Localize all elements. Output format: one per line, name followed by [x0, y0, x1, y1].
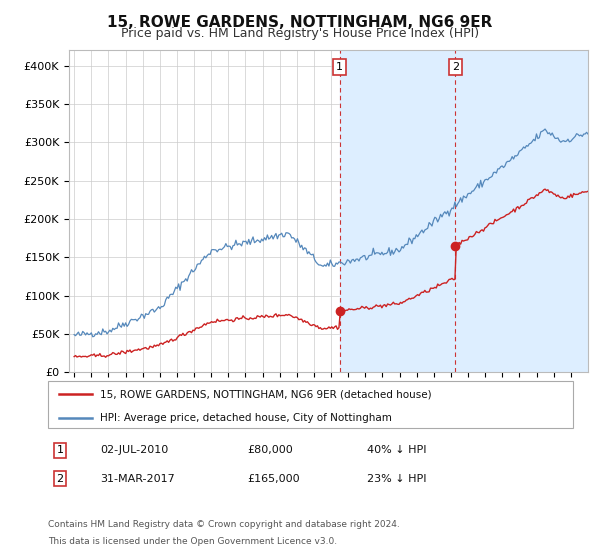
- Bar: [340, 50, 455, 372]
- Text: 31-MAR-2017: 31-MAR-2017: [100, 474, 175, 484]
- Text: £80,000: £80,000: [247, 445, 293, 455]
- Text: 15, ROWE GARDENS, NOTTINGHAM, NG6 9ER (detached house): 15, ROWE GARDENS, NOTTINGHAM, NG6 9ER (d…: [100, 389, 431, 399]
- Text: 2: 2: [56, 474, 64, 484]
- Text: 40% ↓ HPI: 40% ↓ HPI: [367, 445, 427, 455]
- Text: 1: 1: [336, 62, 343, 72]
- Text: 02-JUL-2010: 02-JUL-2010: [100, 445, 169, 455]
- Text: £165,000: £165,000: [247, 474, 300, 484]
- Text: Price paid vs. HM Land Registry's House Price Index (HPI): Price paid vs. HM Land Registry's House …: [121, 27, 479, 40]
- Text: Contains HM Land Registry data © Crown copyright and database right 2024.: Contains HM Land Registry data © Crown c…: [48, 520, 400, 529]
- Text: 2: 2: [452, 62, 459, 72]
- Text: 23% ↓ HPI: 23% ↓ HPI: [367, 474, 427, 484]
- Text: This data is licensed under the Open Government Licence v3.0.: This data is licensed under the Open Gov…: [48, 537, 337, 546]
- Text: 15, ROWE GARDENS, NOTTINGHAM, NG6 9ER: 15, ROWE GARDENS, NOTTINGHAM, NG6 9ER: [107, 15, 493, 30]
- Text: 1: 1: [56, 445, 64, 455]
- Text: HPI: Average price, detached house, City of Nottingham: HPI: Average price, detached house, City…: [100, 413, 391, 423]
- Bar: [455, 50, 588, 372]
